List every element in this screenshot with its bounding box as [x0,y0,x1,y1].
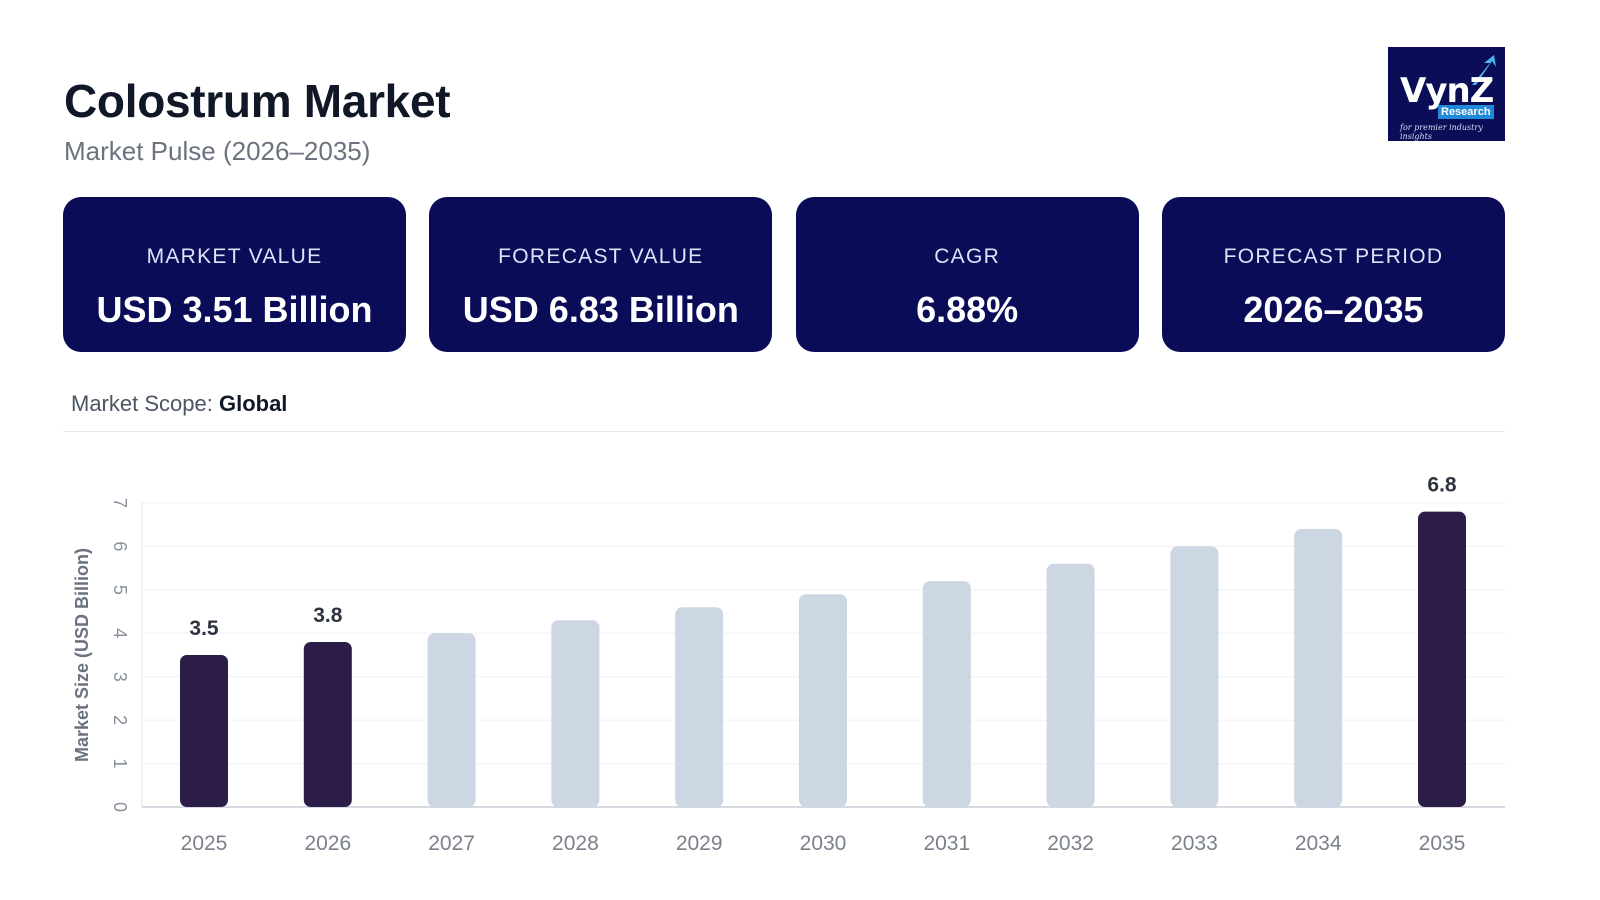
x-tick-label: 2031 [923,832,970,855]
page-subtitle: Market Pulse (2026–2035) [64,136,371,166]
x-tick-label: 2035 [1419,832,1466,855]
market-scope-value: Global [218,391,288,416]
kpi-label: CAGR [934,245,1001,268]
x-tick-label: 2025 [181,832,228,855]
divider [63,431,1505,432]
bar [180,655,228,807]
kpi-card-cagr: CAGR 6.88% [795,197,1139,352]
data-label: 3.5 [189,617,219,640]
kpi-value: USD 6.83 Billion [462,289,739,330]
market-scope: Market Scope: Global [71,391,287,417]
bar [1418,511,1466,807]
bar [675,607,724,807]
kpi-label: MARKET VALUE [146,245,323,268]
bar [1046,563,1095,807]
y-axis-label: Market Size (USD Billion) [72,548,92,762]
x-tick-label: 2027 [428,832,475,855]
kpi-label: FORECAST VALUE [498,245,704,268]
logo-tagline: for premier industry insights [1400,123,1483,141]
x-tick-label: 2026 [304,832,351,855]
kpi-card-forecast-value: FORECAST VALUE USD 6.83 Billion [429,197,773,352]
x-tick-label: 2032 [1047,832,1094,855]
y-tick-label: 1 [110,759,130,769]
y-tick-label: 3 [110,672,130,682]
logo-subtext: Research [1438,105,1494,119]
kpi-value: USD 3.51 Billion [96,289,373,330]
x-tick-label: 2029 [676,832,723,855]
bar [1294,529,1343,807]
kpi-card-market-value: MARKET VALUE USD 3.51 Billion [63,197,406,352]
arrow-icon [1472,55,1496,85]
x-tick-label: 2028 [552,832,599,855]
page-title: Colostrum Market [64,75,451,127]
y-tick-label: 4 [110,628,130,638]
data-label: 6.8 [1427,474,1457,497]
y-tick-label: 6 [110,541,130,551]
bar [551,620,600,807]
y-tick-label: 7 [110,498,130,508]
bar [427,633,476,807]
market-scope-label: Market Scope: [71,391,213,416]
x-tick-label: 2030 [800,832,847,855]
y-tick-label: 2 [110,715,130,725]
x-tick-label: 2034 [1295,832,1342,855]
y-tick-label: 5 [110,585,130,595]
bar [922,581,971,807]
kpi-cards: MARKET VALUE USD 3.51 Billion FORECAST V… [63,197,1505,352]
kpi-label: FORECAST PERIOD [1223,245,1444,268]
bar [1170,546,1219,807]
logo-wordmark: VynZ [1400,71,1494,111]
kpi-value: 2026–2035 [1243,289,1424,330]
kpi-value: 6.88% [916,289,1019,330]
bar [303,641,352,807]
y-tick-label: 0 [110,802,130,812]
brand-logo: VynZ Research for premier industry insig… [1388,47,1505,141]
kpi-card-forecast-period: FORECAST PERIOD 2026–2035 [1161,197,1505,352]
x-tick-label: 2033 [1171,832,1218,855]
data-label: 3.8 [313,604,343,627]
bar [799,594,847,807]
